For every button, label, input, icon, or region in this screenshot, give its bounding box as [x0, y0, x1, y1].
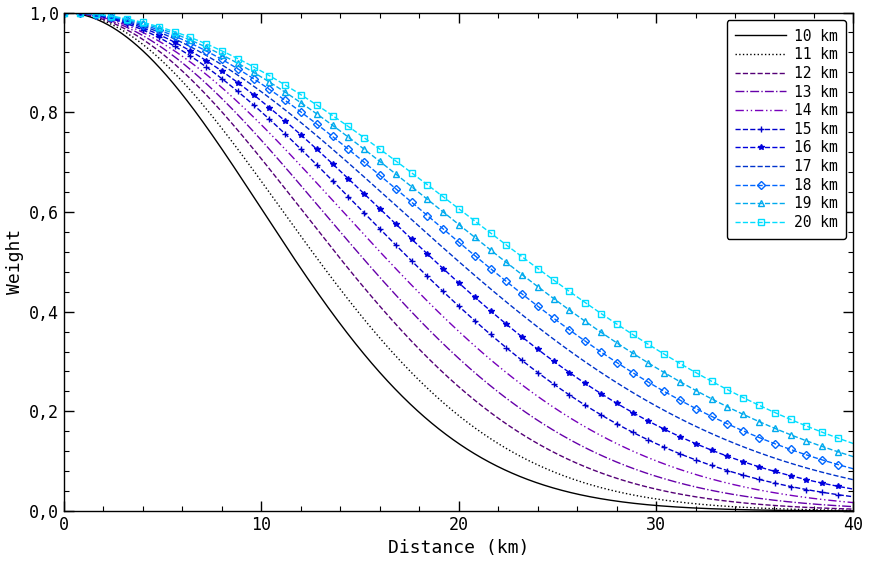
X-axis label: Distance (km): Distance (km) [388, 539, 529, 557]
Y-axis label: Weight: Weight [5, 229, 23, 294]
Legend: 10 km, 11 km, 12 km, 13 km, 14 km, 15 km, 16 km, 17 km, 18 km, 19 km, 20 km: 10 km, 11 km, 12 km, 13 km, 14 km, 15 km… [726, 20, 846, 239]
